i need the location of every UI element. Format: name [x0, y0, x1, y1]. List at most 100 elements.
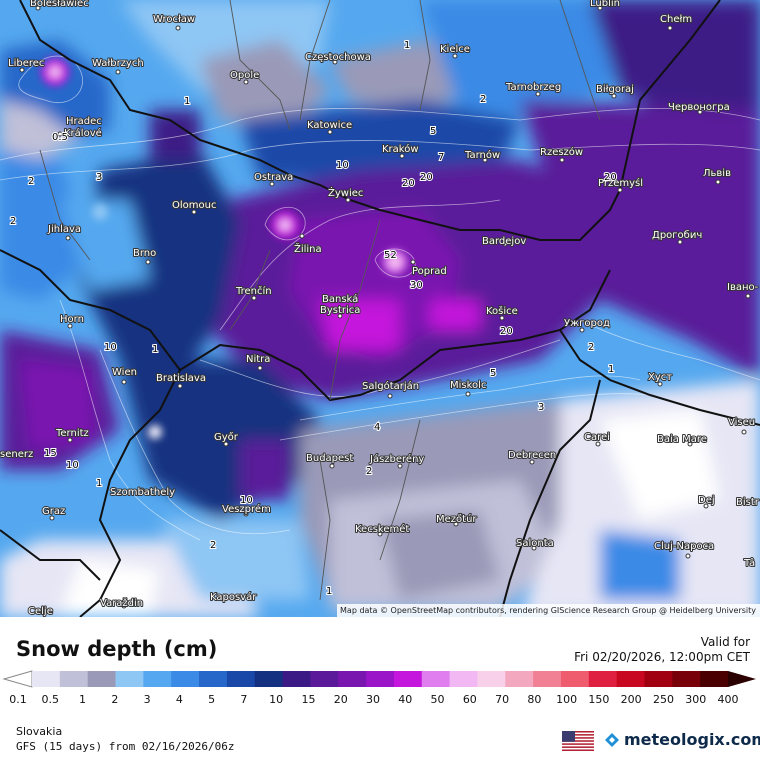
city-semmering[interactable]: senerz	[0, 448, 34, 461]
svg-text:10: 10	[66, 460, 79, 471]
legend-swatch	[171, 671, 200, 687]
city-debrecen[interactable]: Debrecen	[507, 449, 557, 465]
svg-text:20: 20	[402, 178, 415, 189]
legend-swatch	[115, 671, 144, 687]
city-gyor[interactable]: Győr	[213, 430, 240, 447]
city-baia-mare[interactable]: Baia Mare	[656, 433, 708, 447]
svg-text:Хуст: Хуст	[648, 372, 672, 383]
city-targu[interactable]: Tâ	[742, 556, 756, 570]
city-bratislava[interactable]: Bratislava	[155, 372, 207, 389]
legend-swatch	[254, 671, 284, 687]
country-borders	[0, 0, 760, 617]
svg-text:Szombathely: Szombathely	[110, 487, 175, 498]
city-khust[interactable]: Хуст	[647, 371, 673, 387]
snow-depth-map[interactable]: Bolesławiec Wrocław Lublin Chełm Liberec…	[0, 0, 760, 617]
svg-text:7: 7	[438, 152, 444, 163]
city-zywiec[interactable]: Żywiec	[327, 185, 364, 203]
legend-swatch	[672, 671, 701, 687]
city-jaszbereny[interactable]: Jászberény	[368, 452, 425, 469]
svg-text:Wałbrzych: Wałbrzych	[92, 58, 144, 69]
city-cluj-napoca[interactable]: Cluj-Napoca	[653, 540, 715, 559]
model-run-info: GFS (15 days) from 02/16/2026/06z	[16, 740, 235, 753]
city-brno[interactable]: Brno	[132, 247, 157, 265]
city-salonta[interactable]: Salonta	[515, 537, 555, 551]
svg-text:Mezőtúr: Mezőtúr	[436, 513, 477, 525]
city-bardejov[interactable]: Bardejov	[481, 235, 527, 248]
city-chelm[interactable]: Chełm	[659, 13, 693, 31]
svg-text:Viseu: Viseu	[728, 417, 755, 428]
city-bilgoraj[interactable]: Biłgoraj	[595, 83, 635, 99]
city-zilina[interactable]: Žilina	[293, 233, 323, 256]
city-salgotarjan[interactable]: Salgótarján	[361, 379, 420, 399]
svg-text:Częstochowa: Częstochowa	[305, 52, 371, 63]
svg-text:Košice: Košice	[486, 305, 518, 317]
valid-for-label: Valid for	[700, 635, 750, 649]
city-lublin[interactable]: Lublin	[589, 0, 621, 11]
city-tarnow[interactable]: Tarnów	[463, 148, 501, 163]
legend-swatch	[143, 671, 172, 687]
city-dej[interactable]: Dej	[697, 494, 716, 509]
city-szombathely[interactable]: Szombathely	[109, 486, 176, 499]
city-wien[interactable]: Wien	[111, 366, 138, 385]
city-kosice[interactable]: Košice	[485, 304, 519, 321]
svg-text:Budapest: Budapest	[306, 453, 353, 464]
map-title: Snow depth (cm)	[16, 637, 218, 661]
city-nitra[interactable]: Nitra	[245, 353, 271, 371]
city-rzeszow[interactable]: Rzeszów	[539, 145, 584, 163]
city-opole[interactable]: Opole	[229, 69, 260, 85]
svg-text:Dej: Dej	[698, 495, 715, 506]
svg-text:10: 10	[336, 160, 349, 171]
svg-text:Žilina: Žilina	[294, 242, 322, 255]
svg-text:Győr: Győr	[214, 431, 239, 443]
city-mezotur[interactable]: Mezőtúr	[435, 512, 478, 527]
city-budapest[interactable]: Budapest	[305, 452, 354, 469]
legend-tick-label: 0.1	[9, 693, 27, 706]
city-ternitz[interactable]: Ternitz	[54, 427, 90, 443]
city-krakow[interactable]: Kraków	[381, 142, 420, 159]
city-lviv[interactable]: Львів	[702, 166, 732, 185]
city-tarnobrzeg[interactable]: Tarnobrzeg	[504, 81, 562, 97]
city-celje[interactable]: Celje	[27, 605, 54, 617]
city-boleslawiec[interactable]: Bolesławiec	[29, 0, 90, 11]
city-katowice[interactable]: Katowice	[306, 119, 353, 135]
city-czestochowa[interactable]: Częstochowa	[304, 51, 372, 65]
city-kaposvar[interactable]: Kaposvár	[209, 590, 258, 604]
city-graz[interactable]: Graz	[41, 505, 66, 521]
city-trencin[interactable]: Trenčín	[234, 284, 273, 301]
city-horn[interactable]: Horn	[59, 313, 85, 329]
city-kecskemet[interactable]: Kecskemét	[354, 522, 410, 537]
city-uzhhorod[interactable]: Ужгород	[563, 317, 611, 333]
svg-text:3: 3	[96, 172, 102, 183]
svg-text:3: 3	[538, 402, 544, 413]
brand-logo[interactable]: meteologix.com	[603, 730, 760, 749]
city-poprad[interactable]: Poprad	[410, 259, 448, 278]
city-chervonohrad[interactable]: Червоногра	[667, 101, 731, 115]
city-viseu[interactable]: Viseu	[727, 416, 756, 435]
city-veszprem[interactable]: Veszprém	[221, 502, 272, 517]
city-liberec[interactable]: Liberec	[7, 57, 45, 73]
city-wroclaw[interactable]: Wrocław	[152, 13, 196, 31]
city-varazdin[interactable]: Varaždin	[99, 596, 144, 610]
city-walbrzych[interactable]: Wałbrzych	[91, 57, 145, 75]
svg-text:2: 2	[210, 540, 216, 551]
city-ostrava[interactable]: Ostrava	[253, 171, 294, 187]
us-flag-icon[interactable]	[562, 731, 594, 751]
city-olomouc[interactable]: Olomouc	[171, 199, 217, 215]
city-kielce[interactable]: Kielce	[439, 43, 471, 59]
svg-text:0.5: 0.5	[52, 132, 68, 143]
city-miskolc[interactable]: Miskolc	[449, 379, 487, 397]
city-ivano[interactable]: Івано-	[726, 281, 760, 299]
city-przemysl[interactable]: Przemyśl	[597, 176, 644, 193]
city-bistrita[interactable]: Bistr	[735, 496, 760, 509]
legend-swatch	[477, 671, 506, 687]
svg-text:Poprad: Poprad	[412, 266, 447, 277]
legend-swatch	[87, 671, 117, 687]
city-jihlava[interactable]: Jihlava	[46, 223, 82, 241]
city-drohobych[interactable]: Дрогобич	[651, 229, 703, 245]
legend-tick-label: 30	[366, 693, 380, 706]
legend-swatch	[226, 671, 256, 687]
city-carei[interactable]: Carei	[583, 431, 611, 447]
svg-text:2: 2	[366, 466, 372, 477]
